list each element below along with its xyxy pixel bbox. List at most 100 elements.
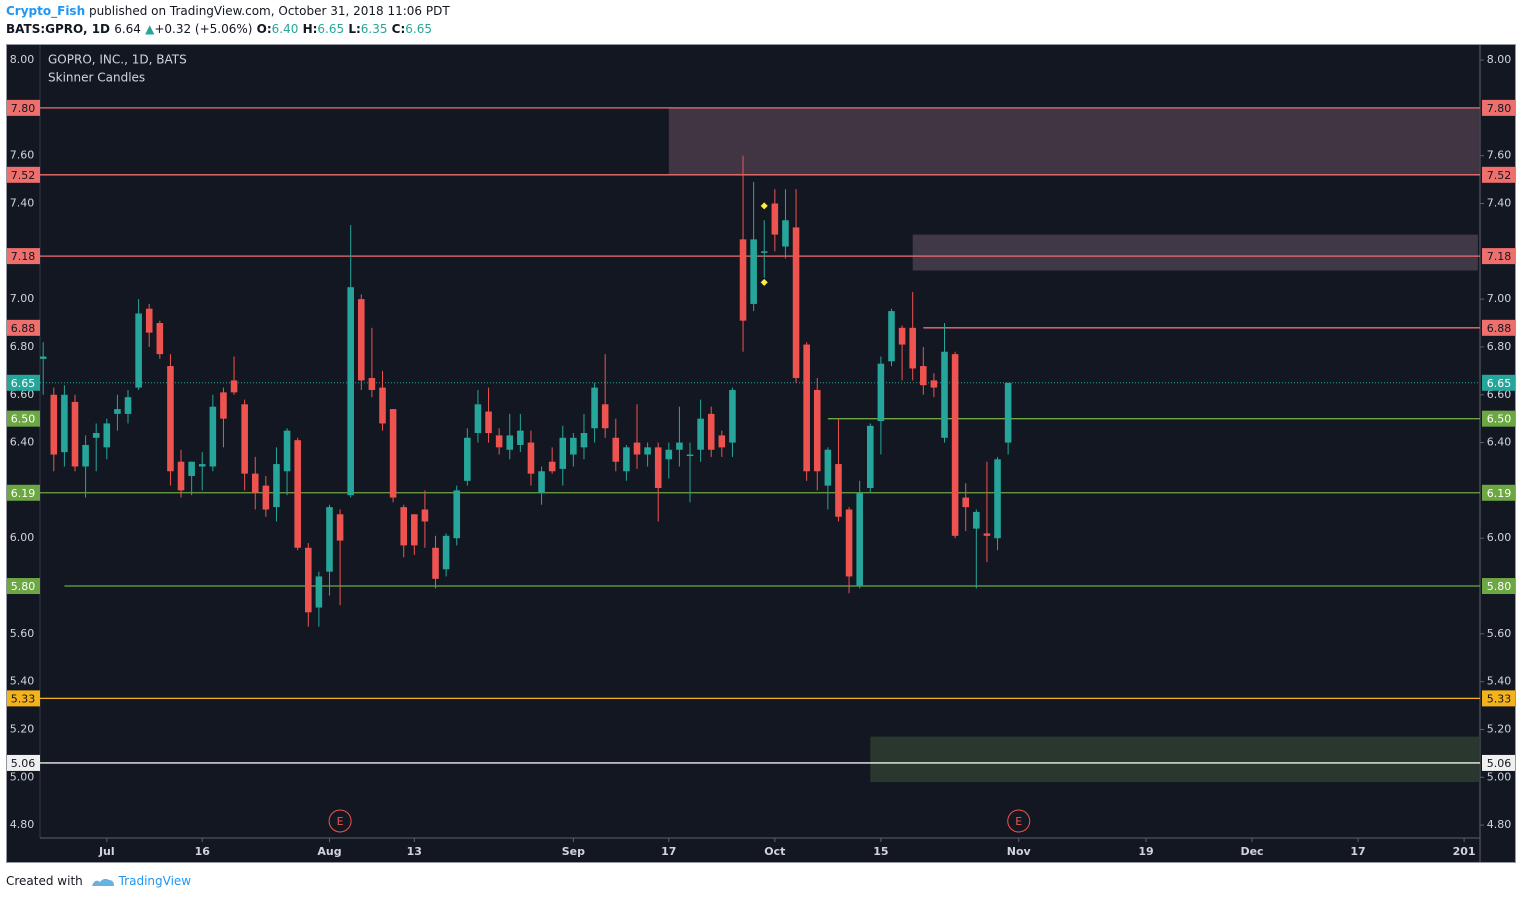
chart-title: GOPRO, INC., 1D, BATS (48, 53, 187, 67)
candle-body (368, 378, 376, 390)
brand[interactable]: TradingView (118, 874, 192, 888)
candle-body (71, 401, 79, 467)
candle-body (273, 464, 280, 508)
level-label: 7.52 (11, 169, 36, 182)
candle-body (188, 461, 195, 477)
level-badge (1482, 578, 1515, 595)
candle-body (729, 389, 736, 443)
y-tick-label: 4.80 (10, 818, 35, 831)
h-label: H: (302, 22, 318, 36)
level-label: 6.88 (11, 322, 36, 335)
signal (760, 202, 768, 210)
level-label: 6.65 (11, 377, 36, 390)
candle-body (920, 366, 927, 386)
published: published on TradingView.com, October 31… (88, 4, 450, 18)
level-label: 5.33 (11, 692, 36, 705)
candle-body (792, 227, 800, 379)
y-tick-label: 7.60 (10, 149, 35, 162)
candle-body (591, 387, 598, 429)
candle-body (665, 449, 673, 460)
candle-body (580, 433, 588, 448)
candle-body (82, 444, 89, 467)
candle-body (612, 437, 620, 462)
candle-body (697, 418, 704, 450)
candle-body (379, 387, 386, 424)
candle-body (92, 433, 100, 438)
candle-body (517, 430, 524, 445)
x-tick-label: Jul (98, 845, 115, 858)
candle-body (347, 287, 354, 496)
candle-body (676, 442, 683, 450)
symbol-line: BATS:GPRO, 1D 6.64 ▲+0.32 (+5.06%) O:6.4… (6, 22, 432, 36)
candle-body (930, 380, 938, 388)
level-badge (7, 374, 40, 391)
event-marker (1007, 809, 1031, 833)
candle-body (124, 397, 132, 414)
candle-body (750, 239, 757, 304)
low: 6.35 (360, 22, 388, 36)
level-label: 5.06 (11, 757, 36, 770)
level-badge (1482, 166, 1515, 183)
event-label: E (337, 815, 344, 828)
y-tick-label: 5.60 (10, 627, 35, 640)
x-tick-label: 17 (661, 845, 676, 858)
symbol: BATS:GPRO, 1D (6, 22, 110, 36)
level-label: 6.50 (11, 413, 36, 426)
candle-body (570, 437, 577, 455)
candle-body (177, 461, 185, 491)
candle-body (856, 492, 863, 587)
x-tick-label: 201 (1453, 845, 1476, 858)
candle-body (495, 435, 503, 448)
candle-body (251, 473, 259, 493)
candle-body (485, 411, 492, 434)
candle-body (315, 576, 323, 608)
candle-body (464, 437, 471, 481)
candle-body (983, 533, 991, 536)
candle-body (888, 311, 895, 362)
close: 6.65 (405, 22, 432, 36)
candle-body (824, 449, 832, 486)
level-label: 7.80 (1487, 102, 1512, 115)
event-marker (328, 809, 352, 833)
author[interactable]: Crypto_Fish (6, 4, 86, 18)
candle-body (453, 490, 461, 539)
y-tick-label: 6.00 (10, 531, 35, 544)
candle-body (1004, 382, 1012, 443)
candle-body (336, 514, 344, 541)
level-badge (1482, 99, 1515, 116)
level-badge (1482, 248, 1515, 265)
x-tick-label: 19 (1138, 845, 1153, 858)
candle-body (994, 459, 1001, 539)
candle-body (771, 203, 779, 235)
zone (912, 234, 1478, 271)
candle-body (739, 239, 747, 321)
event-label: E (1015, 815, 1022, 828)
y-tick-label-right: 5.20 (1487, 722, 1512, 735)
candle-body (389, 409, 397, 498)
candle-body (877, 363, 885, 422)
level-label: 5.06 (1487, 757, 1512, 770)
zone (668, 107, 1480, 175)
c-label: C: (391, 22, 406, 36)
candle-body (156, 323, 164, 355)
candle-body (61, 394, 68, 453)
arrow: ▲ (145, 22, 155, 36)
x-tick-label: 17 (1350, 845, 1365, 858)
level-badge (1482, 374, 1515, 391)
y-tick-label: 5.00 (10, 770, 35, 783)
x-tick-label: Oct (764, 845, 785, 858)
level-badge (7, 754, 40, 771)
candle-body (559, 437, 567, 469)
frame (6, 44, 1516, 863)
candle-body (707, 413, 715, 450)
candle-body (230, 380, 238, 393)
candle-body (548, 461, 556, 472)
level-badge (7, 410, 40, 427)
level-label: 7.80 (11, 102, 36, 115)
level-label: 5.33 (1487, 692, 1512, 705)
candle-body (941, 351, 948, 438)
y-tick-label-right: 6.60 (1487, 388, 1512, 401)
level-label: 6.65 (1487, 377, 1512, 390)
y-tick-label-right: 5.40 (1487, 675, 1512, 688)
